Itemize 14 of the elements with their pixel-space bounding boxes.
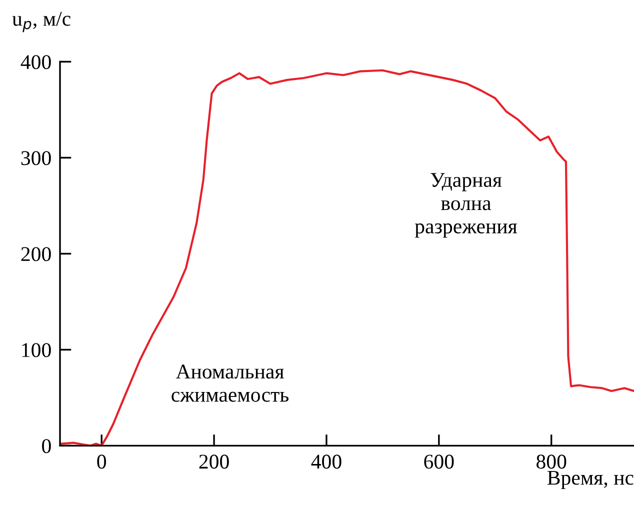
x-axis-title: Время, нс [547,470,634,490]
x-tick-label: 800 [536,454,566,469]
x-tick-label: 600 [424,454,454,469]
y-tick-label: 100 [22,343,51,358]
y-tick-label: 400 [20,55,51,70]
annotation: Ударная волна разрежения [414,173,518,238]
annotation: Аномальная сжимаемость [172,364,289,402]
y-tick-label: 300 [21,151,51,166]
y-tick-label: 200 [21,247,51,262]
y-axis-title: u$_{p}$, м/с [12,12,70,32]
x-tick-label: 0 [97,454,106,469]
x-tick-label: 200 [199,454,229,469]
x-tick-label: 400 [311,454,342,469]
y-tick-label: 0 [42,439,51,454]
